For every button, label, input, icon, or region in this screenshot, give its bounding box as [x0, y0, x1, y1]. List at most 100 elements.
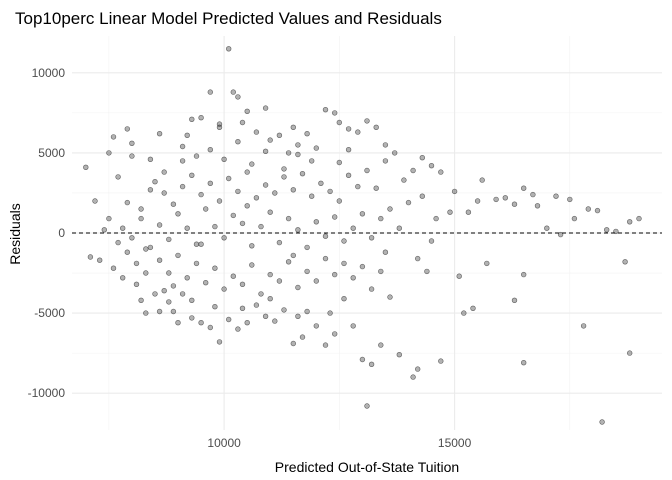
data-point [613, 228, 619, 235]
data-point [626, 350, 633, 356]
data-point [290, 252, 296, 259]
data-point [295, 142, 301, 148]
data-point [345, 172, 352, 179]
data-point [133, 260, 140, 267]
data-point [203, 280, 209, 286]
data-point [230, 89, 237, 95]
data-point [179, 158, 186, 164]
data-point [212, 265, 218, 271]
data-point [124, 126, 131, 132]
data-point [216, 339, 223, 345]
data-point [396, 352, 402, 358]
data-point [101, 227, 108, 233]
data-point [636, 215, 642, 222]
data-point [272, 318, 278, 324]
data-point [267, 271, 273, 278]
data-point [244, 203, 250, 209]
data-point [189, 315, 195, 321]
data-point [198, 191, 204, 198]
data-point [129, 153, 135, 159]
data-point [290, 340, 296, 347]
data-point [322, 106, 329, 113]
data-point [276, 132, 283, 139]
data-point [318, 180, 324, 187]
data-point [253, 129, 260, 135]
data-point [594, 207, 601, 214]
data-point [198, 320, 204, 326]
data-point [198, 241, 204, 247]
data-point [129, 140, 135, 147]
data-point [322, 233, 329, 239]
data-point [373, 124, 379, 131]
data-point [364, 118, 370, 124]
data-point [364, 403, 370, 409]
data-point [309, 193, 315, 199]
data-point [447, 209, 453, 215]
data-point [166, 270, 172, 276]
data-point [309, 158, 315, 164]
data-points [83, 46, 642, 425]
data-point [599, 419, 605, 425]
data-point [313, 278, 319, 284]
data-point [461, 310, 467, 316]
y-tick-label: -5000 [34, 306, 65, 320]
data-point [304, 268, 310, 275]
data-point [226, 46, 232, 52]
data-point [119, 275, 126, 281]
data-point [511, 201, 518, 207]
data-point [152, 291, 158, 297]
data-point [193, 153, 200, 159]
data-point [244, 320, 250, 326]
data-point [110, 134, 117, 140]
data-point [350, 323, 356, 329]
data-point [216, 198, 223, 204]
data-point [484, 260, 490, 267]
data-point [419, 155, 425, 161]
data-point [138, 297, 144, 303]
y-tick-label: -10000 [28, 386, 66, 400]
data-point [520, 271, 527, 278]
chart-title: Top10perc Linear Model Predicted Values … [15, 9, 442, 28]
y-tick-label: 5000 [38, 146, 65, 160]
y-axis-title: Residuals [7, 203, 23, 264]
data-point [336, 198, 342, 204]
data-point [106, 150, 112, 156]
data-point [350, 225, 356, 231]
data-point [387, 294, 393, 300]
data-point [239, 305, 246, 311]
data-point [415, 366, 421, 372]
data-point [304, 308, 310, 315]
data-point [239, 119, 246, 126]
data-point [267, 137, 273, 143]
data-point [189, 297, 195, 303]
data-point [295, 284, 301, 291]
data-point [336, 159, 342, 166]
data-point [161, 169, 167, 175]
data-point [129, 235, 135, 241]
data-point [143, 270, 149, 276]
data-point [392, 150, 398, 156]
data-point [193, 260, 200, 267]
data-point [226, 175, 232, 182]
data-point [295, 313, 301, 319]
data-point [438, 358, 444, 364]
data-point [244, 108, 250, 115]
data-point [465, 209, 472, 215]
data-point [230, 273, 237, 279]
data-point [258, 291, 264, 297]
data-point [276, 278, 283, 284]
data-point [207, 324, 214, 331]
data-point [147, 156, 154, 163]
data-point [189, 172, 195, 179]
data-point [207, 147, 214, 153]
data-point [567, 196, 573, 203]
data-point [166, 299, 172, 305]
data-point [124, 199, 131, 206]
data-point [147, 244, 154, 251]
data-point [327, 188, 333, 195]
data-point [341, 296, 347, 302]
data-point [428, 163, 435, 169]
x-tick-label: 15000 [438, 436, 472, 450]
data-point [161, 288, 167, 294]
